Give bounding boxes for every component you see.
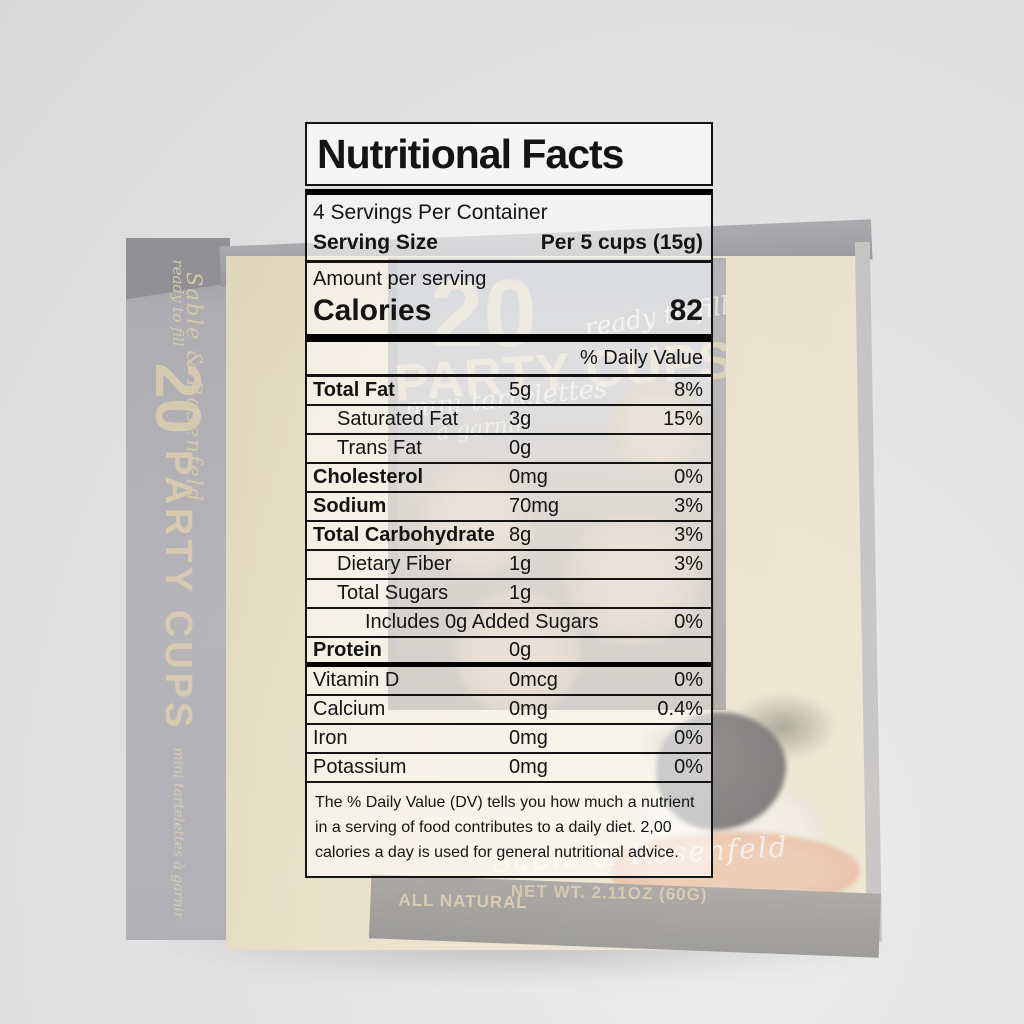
nutrient-row-protein: Protein 0g [307,638,711,668]
nutrient-daily-value: 0% [674,611,703,634]
nutrient-row-cholesterol: Cholesterol 0mg 0% [307,464,711,494]
nutrient-name: Cholesterol [313,466,424,489]
nutrient-amount: 1g [509,582,532,605]
nutrient-name: Calcium [313,698,386,721]
daily-value-header: % Daily Value [307,342,711,378]
nutrient-name: Total Carbohydrate [313,524,495,547]
nutrient-amount: 0mg [509,756,548,779]
nutrient-name: Includes 0g Added Sugars [365,611,599,634]
spine-brand-script: Sable & Rosenfeld [182,272,206,504]
nutrient-daily-value: 8% [674,379,703,402]
net-weight-text: NET WT. 2.11OZ (60G) [510,881,708,905]
calories-value: 82 [669,294,703,328]
nutrient-row-potassium: Potassium 0mg 0% [307,754,711,784]
nutrient-row-vitamin-d: Vitamin D 0mcg 0% [307,667,711,697]
nutrient-amount: 0g [509,638,532,661]
nutrient-daily-value: 0% [674,756,703,779]
nutrient-row-dietary-fiber: Dietary Fiber 1g 3% [307,551,711,581]
box-side-panel: ready to fill 20 PARTY CUPS mini tartele… [126,238,230,940]
nutrient-daily-value: 0% [674,727,703,750]
nutrient-daily-value: 15% [662,408,703,431]
nutrient-daily-value: 3% [674,524,703,547]
serving-size-value: Per 5 cups (15g) [540,231,703,255]
serving-size-label: Serving Size [313,231,438,255]
spine-subtitle: mini tartelettes à garnir [170,747,186,919]
nutrient-daily-value: 0% [674,669,703,692]
nutrient-row-iron: Iron 0mg 0% [307,725,711,755]
nutrient-name: Vitamin D [313,669,400,692]
nutrient-row-total-carbohydrate: Total Carbohydrate 8g 3% [307,522,711,552]
nutrient-daily-value: 3% [674,495,703,518]
daily-value-footnote: The % Daily Value (DV) tells you how muc… [315,794,695,861]
nutrient-amount: 0mg [509,466,548,489]
nutrient-row-saturated-fat: Saturated Fat 3g 15% [307,406,711,436]
nutrient-amount: 1g [509,553,532,576]
nutrient-row-added-sugars: Includes 0g Added Sugars 0% [307,609,711,639]
nutrient-name: Iron [313,727,348,750]
serving-size-row: Serving Size Per 5 cups (15g) [313,228,703,258]
nutrient-row-trans-fat: Trans Fat 0g [307,435,711,465]
nutrient-name: Total Fat [313,379,395,402]
nutrient-row-total-fat: Total Fat 5g 8% [307,377,711,407]
nutrient-daily-value: 0.4% [657,698,703,721]
nutrient-amount: 0g [509,437,532,460]
nutrient-name: Potassium [313,756,407,779]
nutrient-name: Protein [313,638,382,661]
nutrient-amount: 0mcg [509,669,558,692]
nutrient-name: Total Sugars [337,582,449,605]
nutrient-name: Saturated Fat [337,408,459,431]
serving-section: 4 Servings Per Container Serving Size Pe… [307,195,711,264]
spine-rotated-text: ready to fill 20 PARTY CUPS mini tartele… [128,239,228,939]
all-natural-text: ALL NATURAL [398,890,528,913]
calories-section: Amount per serving Calories 82 [307,263,711,343]
calories-row: Calories 82 [313,292,703,330]
nutrient-amount: 0mg [509,727,548,750]
nutrient-daily-value: 3% [674,553,703,576]
nutrient-name: Sodium [313,495,387,518]
nutrient-amount: 5g [509,379,532,402]
nutrition-label: Nutritional Facts 4 Servings Per Contain… [305,122,713,878]
calories-label: Calories [313,294,432,328]
nutrient-amount: 3g [509,408,532,431]
label-body: 4 Servings Per Container Serving Size Pe… [305,189,713,878]
nutrient-amount: 8g [509,524,532,547]
servings-per-container: 4 Servings Per Container [313,201,548,225]
amount-per-serving: Amount per serving [313,268,487,291]
nutrient-row-calcium: Calcium 0mg 0.4% [307,696,711,726]
nutrient-amount: 70mg [509,495,560,518]
nutrient-row-sodium: Sodium 70mg 3% [307,493,711,523]
nutrient-row-total-sugars: Total Sugars 1g [307,580,711,610]
nutrient-amount: 0mg [509,698,548,721]
nutrient-daily-value: 0% [674,466,703,489]
nutrient-name: Trans Fat [337,437,422,460]
nutrient-name: Dietary Fiber [337,553,452,576]
label-title: Nutritional Facts [317,131,624,177]
label-title-box: Nutritional Facts [305,122,713,187]
